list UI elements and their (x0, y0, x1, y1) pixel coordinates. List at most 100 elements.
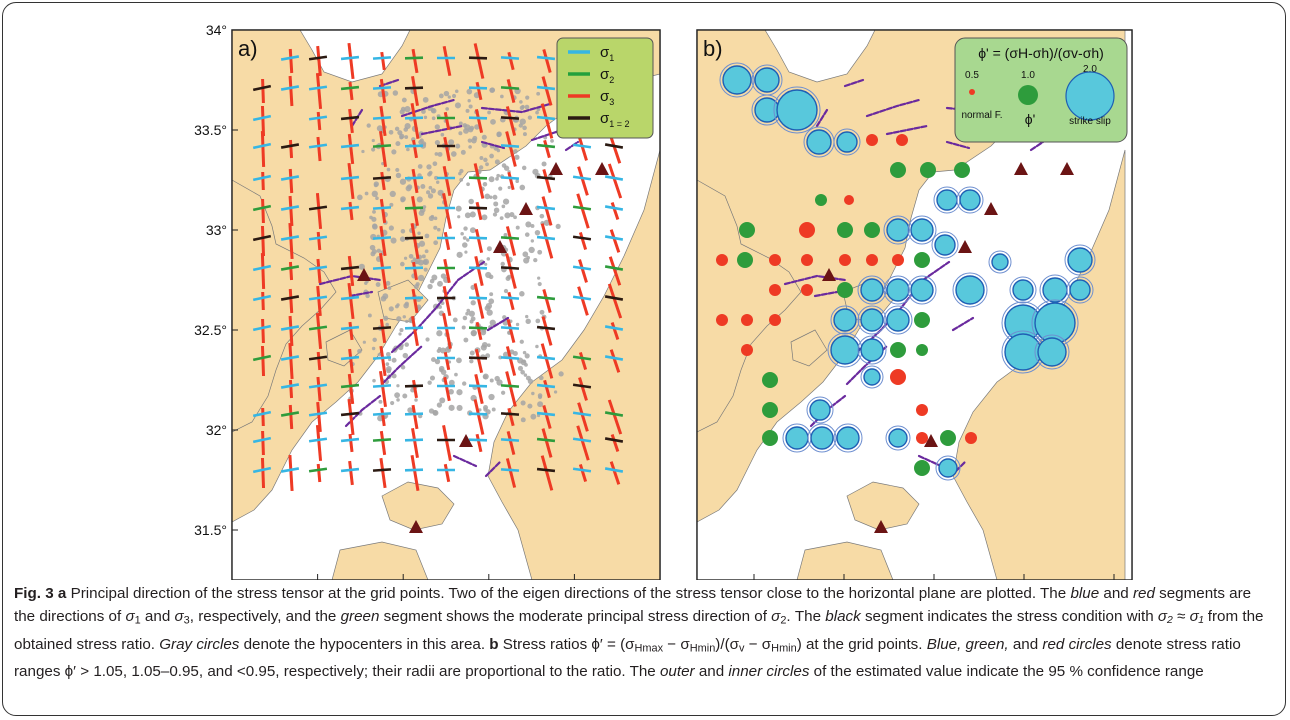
stress-segment (500, 356, 520, 360)
ratio-circle (914, 252, 930, 268)
stress-segment (308, 467, 328, 473)
stress-segment (604, 411, 624, 417)
stress-segment (572, 295, 592, 301)
hypocenter-dot (458, 171, 462, 176)
stress-segment (572, 383, 592, 389)
stress-segment (252, 114, 272, 122)
stress-segment (536, 467, 556, 473)
stress-segment (379, 130, 387, 168)
stress-segment (316, 258, 322, 284)
hypocenter-dot (482, 373, 489, 380)
hypocenter-dot (403, 256, 408, 260)
caption-part-a-label: a (57, 585, 67, 602)
stress-segment (308, 295, 328, 301)
hypocenter-dot (469, 350, 475, 356)
ratio-circle-outer (857, 335, 887, 365)
stress-segment (379, 78, 387, 104)
hypocenter-dot (423, 115, 428, 120)
ratio-circle (1034, 302, 1076, 344)
stress-segment (252, 204, 272, 212)
hypocenter-dot (454, 89, 459, 93)
ratio-circle (860, 278, 884, 302)
hypocenter-dot (495, 176, 499, 181)
hypocenter-dot (498, 186, 503, 191)
ratio-circle (886, 308, 910, 332)
stress-segment (316, 285, 322, 317)
hypocenter-dot (445, 107, 450, 111)
stress-segment (542, 405, 552, 429)
stress-segment (541, 76, 553, 106)
ratio-circle (965, 432, 977, 444)
stress-segment (252, 294, 272, 302)
stress-segment (340, 437, 360, 443)
stress-segment (316, 401, 322, 433)
hypocenter-dot (466, 182, 470, 187)
stress-segment (468, 176, 488, 180)
hypocenter-dot (492, 194, 498, 200)
stress-segment (308, 325, 328, 331)
stress-segment (500, 86, 520, 90)
hypocenter-dot (396, 398, 400, 402)
hypocenter-dot (432, 161, 438, 167)
stress-segment (468, 116, 488, 120)
stress-segment (536, 325, 556, 331)
stress-segment (308, 115, 328, 121)
stress-segment (308, 235, 328, 241)
stress-segment (536, 355, 556, 361)
stress-segment (379, 105, 387, 137)
stress-segment (468, 86, 488, 90)
stress-segment (604, 295, 624, 301)
stress-segment (577, 402, 589, 432)
hypocenter-dot (525, 95, 530, 100)
stress-segment (252, 436, 272, 444)
stress-segment (536, 437, 556, 443)
panel-b-legend: ϕ' = (σH-σh)/(σv-σh) 0.5 1.0 2.0 normal F. ϕ'… (954, 37, 1128, 143)
hypocenter-dot (448, 379, 455, 386)
hypocenter-dot (394, 392, 401, 399)
hypocenter-dot (362, 340, 366, 344)
hypocenter-dot (471, 137, 477, 144)
stress-segment (347, 255, 355, 287)
hypocenter-dot (375, 282, 381, 287)
stress-segment (468, 236, 488, 240)
stress-segment (411, 315, 419, 347)
hypocenter-dot (457, 215, 461, 219)
stress-segment (576, 425, 590, 461)
stress-segment (308, 55, 328, 61)
stress-segment (372, 144, 392, 148)
ratio-circle (836, 131, 858, 153)
hypocenter-dot (414, 398, 418, 402)
stress-segment (252, 142, 272, 150)
hypocenter-dot (454, 102, 462, 109)
hypocenter-dot (500, 261, 505, 267)
ratio-circle (722, 65, 752, 95)
hypocenter-dot (398, 332, 402, 336)
hypocenter-dot (358, 263, 365, 270)
ratio-circle (890, 162, 906, 178)
ratio-circle (769, 284, 781, 296)
hypocenter-dot (485, 271, 492, 279)
stress-segment (507, 407, 515, 427)
fault-trace (843, 78, 865, 88)
hypocenter-dot (456, 389, 463, 396)
hypocenter-dot (448, 139, 455, 146)
hypocenter-dot (434, 124, 440, 130)
ratio-circle-outer (833, 423, 863, 453)
hypocenter-dot (469, 227, 476, 234)
hypocenter-dot (464, 124, 471, 131)
stress-segment (610, 321, 620, 341)
ratio-circle (914, 312, 930, 328)
stress-segment (443, 111, 451, 131)
hypocenter-dot (429, 375, 436, 381)
stress-segment (536, 205, 556, 211)
hypocenter-dot (486, 257, 491, 261)
stress-segment (347, 162, 355, 200)
stress-segment (578, 231, 588, 251)
hypocenter-dot (530, 413, 537, 420)
hypocenter-dot (527, 115, 533, 120)
hypocenter-dot (456, 251, 463, 258)
stress-segment (380, 407, 386, 427)
hypocenter-dot (432, 409, 439, 416)
